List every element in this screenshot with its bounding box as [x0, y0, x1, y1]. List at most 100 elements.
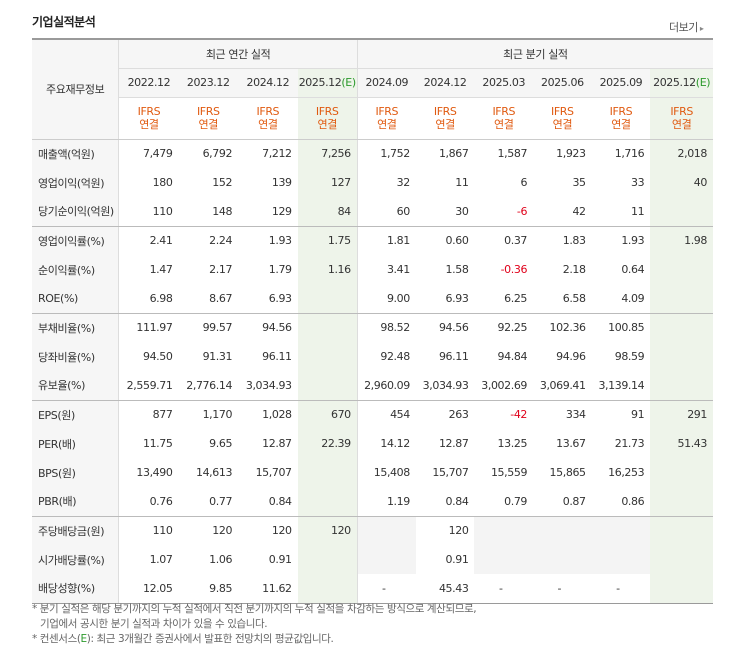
row-label: 유보율(%) [32, 371, 120, 401]
value-cell: 12.87 [262, 437, 292, 450]
row-label: PBR(배) [32, 487, 120, 517]
table-row: 시가배당률(%) 1.07 1.06 0.91 0.91 [32, 545, 713, 574]
value-cell: 22.39 [297, 429, 358, 458]
value-cell: 1.79 [268, 263, 292, 276]
value-cell [297, 371, 358, 401]
value-cell: 3,002.69 [474, 371, 534, 401]
value-cell: 16,253 [608, 466, 645, 479]
table-row: 주당배당금(원) 110 120 120 120 120 [32, 516, 713, 545]
table-row: 영업이익률(%) 2.41 2.24 1.93 1.75 1.81 0.60 0.37 1.83… [32, 226, 713, 255]
value-cell: -6 [474, 197, 534, 227]
value-cell: 98.59 [614, 350, 645, 363]
value-cell: 0.86 [591, 487, 651, 517]
value-cell: 263 [448, 408, 469, 422]
value-cell: 1,028 [262, 408, 292, 422]
quarter-group-header: 최근 분기 실적 [356, 39, 713, 69]
ifrs-header: IFRS 연결 [238, 97, 298, 140]
ifrs-header: IFRS 연결 [178, 97, 239, 140]
value-cell: -0.36 [500, 263, 528, 276]
row-label: 영업이익률(%) [32, 226, 120, 255]
value-cell [297, 284, 358, 314]
value-cell: 0.37 [504, 234, 528, 248]
ifrs-header: IFRS 연결 [118, 97, 179, 140]
value-cell: 0.84 [238, 487, 298, 517]
value-cell [297, 458, 358, 487]
value-cell: 152 [212, 176, 233, 189]
value-cell: 13.25 [497, 437, 528, 450]
period-header: 2025.09 [591, 68, 651, 98]
value-cell: 45.43 [415, 574, 475, 604]
table-row: PBR(배) 0.76 0.77 0.84 1.19 0.84 0.79 0.87 0.86 [32, 487, 713, 517]
value-cell: 3,069.41 [533, 371, 592, 401]
value-cell [591, 516, 651, 545]
value-cell: 0.84 [415, 487, 475, 517]
ifrs-header: IFRS 연결 [533, 97, 592, 140]
value-cell [650, 545, 713, 574]
value-cell: 91.31 [202, 350, 233, 363]
value-cell: 127 [297, 168, 358, 197]
value-cell: 7,212 [262, 147, 292, 161]
table-row: 유보율(%) 2,559.71 2,776.14 3,034.93 2,960.09 3,… [32, 371, 713, 401]
value-cell: 35 [572, 176, 586, 189]
value-cell [474, 545, 534, 574]
row-label: ROE(%) [32, 284, 120, 314]
table-row: 당좌비율(%) 94.50 91.31 96.11 92.48 96.11 94.84 94.… [32, 342, 713, 371]
value-cell: 1.06 [209, 553, 233, 566]
value-cell [297, 342, 358, 371]
value-cell: 180 [152, 176, 173, 189]
value-cell: 148 [178, 197, 239, 227]
value-cell: 1,716 [614, 147, 645, 161]
value-cell: 2,776.14 [178, 371, 239, 401]
value-cell: 91 [631, 408, 645, 422]
row-label: EPS(원) [32, 400, 120, 429]
value-cell: 33 [631, 176, 645, 189]
value-cell: 11 [455, 176, 469, 189]
value-cell: 120 [212, 524, 233, 538]
value-cell: 6.93 [238, 284, 298, 314]
value-cell: - [356, 574, 416, 604]
value-cell: 6.25 [474, 284, 534, 314]
footnote-2: * 컨센서스(E): 최근 3개월간 증권사에서 발표한 전망치의 평균값입니다… [32, 633, 334, 645]
value-cell: 139 [271, 176, 292, 189]
value-cell: 9.00 [356, 284, 416, 314]
table-row: ROE(%) 6.98 8.67 6.93 9.00 6.93 6.25 6.58 4.09 [32, 284, 713, 314]
value-cell: 6.58 [533, 284, 592, 314]
section-title: 기업실적분석 [32, 15, 96, 29]
value-cell: 98.52 [356, 313, 416, 342]
more-link[interactable]: 더보기 ▸ [669, 19, 704, 35]
ifrs-header: IFRS 연결 [415, 97, 475, 140]
value-cell: 110 [152, 524, 173, 538]
value-cell: 7,479 [142, 147, 173, 161]
ifrs-header: IFRS 연결 [474, 97, 534, 140]
value-cell [650, 487, 713, 517]
value-cell [297, 313, 358, 342]
value-cell: 13.67 [556, 437, 586, 450]
value-cell: 1.19 [356, 487, 416, 517]
value-cell: 3,139.14 [591, 371, 651, 401]
more-label: 더보기 [669, 21, 698, 34]
value-cell [650, 371, 713, 401]
value-cell [297, 487, 358, 517]
value-cell [533, 516, 592, 545]
value-cell: 0.77 [178, 487, 239, 517]
period-header: 2024.12 [415, 68, 475, 98]
value-cell: 1,923 [556, 147, 586, 161]
value-cell: 96.11 [438, 350, 469, 363]
value-cell: 102.36 [549, 321, 586, 335]
value-cell: 2,018 [650, 139, 713, 168]
value-cell: 120 [448, 524, 469, 538]
value-cell: 0.60 [445, 234, 469, 248]
period-header: 2022.12 [118, 68, 179, 98]
row-header-label: 주요재무정보 [32, 39, 120, 140]
period-header: 2025.12(E) [650, 68, 713, 98]
value-cell: 7,256 [297, 139, 358, 168]
value-cell: 3,034.93 [415, 371, 475, 401]
value-cell: 4.09 [591, 284, 651, 314]
table-row: 당기순이익(억원) 110 148 129 84 60 30 -6 42 11 [32, 197, 713, 227]
value-cell: 2.18 [562, 263, 586, 276]
ifrs-header: IFRS 연결 [356, 97, 416, 140]
value-cell [356, 545, 416, 574]
table-row: 영업이익(억원) 180 152 139 127 32 11 6 35 33 40 [32, 168, 713, 197]
value-cell: 94.56 [262, 321, 292, 335]
period-header: 2025.06 [533, 68, 592, 98]
